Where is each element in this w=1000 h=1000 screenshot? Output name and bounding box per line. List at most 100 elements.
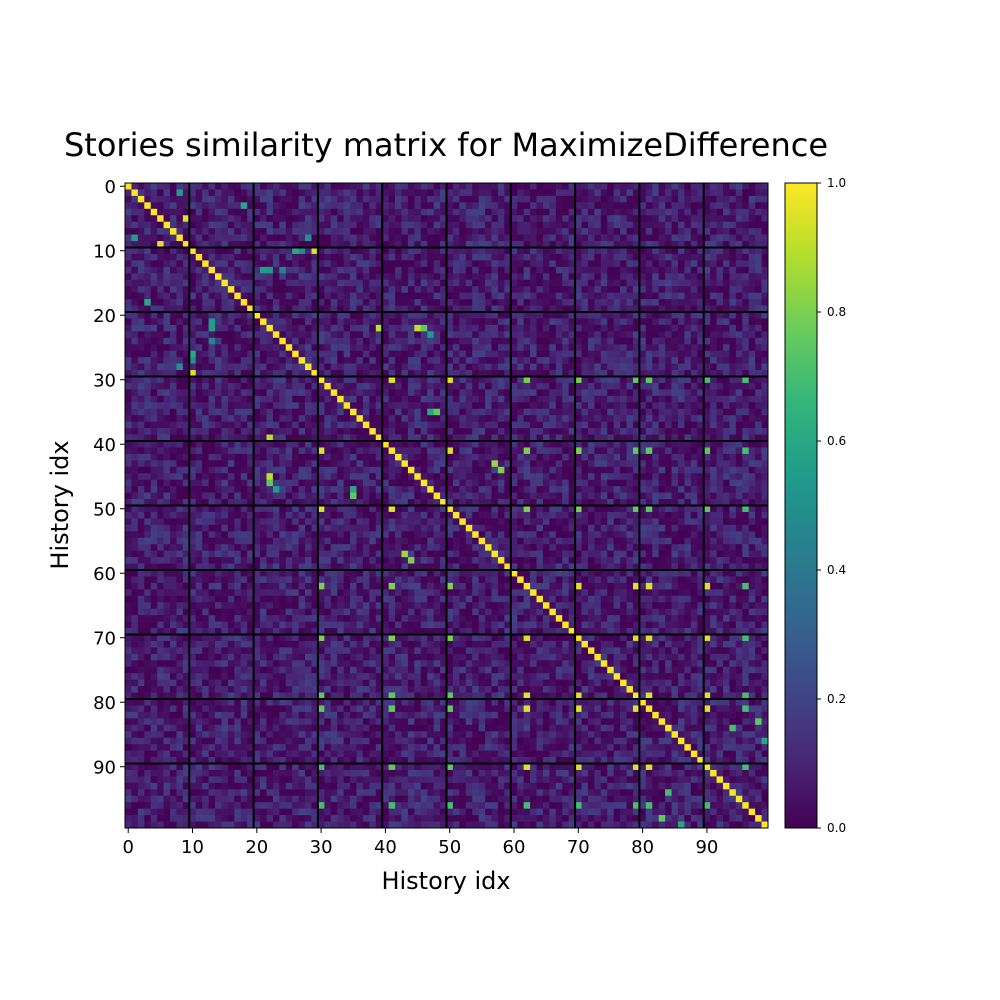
heatmap-cell xyxy=(594,376,602,384)
heatmap-cell xyxy=(581,453,589,461)
heatmap-cell xyxy=(298,312,306,319)
heatmap-cell xyxy=(755,428,762,435)
heatmap-cell xyxy=(459,434,467,442)
heatmap-cell xyxy=(446,415,454,422)
heatmap-cell xyxy=(234,363,242,371)
heatmap-cell xyxy=(523,402,531,410)
heatmap-cell xyxy=(137,292,145,300)
heatmap-cell xyxy=(253,228,261,235)
heatmap-cell xyxy=(620,466,627,474)
heatmap-cell xyxy=(298,421,306,429)
heatmap-cell xyxy=(568,312,576,319)
heatmap-cell xyxy=(362,492,370,500)
heatmap-cell xyxy=(710,389,717,397)
heatmap-cell xyxy=(697,350,705,358)
heatmap-cell xyxy=(517,221,525,229)
heatmap-cell xyxy=(504,466,512,474)
heatmap-cell xyxy=(292,344,299,352)
heatmap-cell xyxy=(440,408,447,416)
heatmap-cell xyxy=(555,221,563,229)
heatmap-cell xyxy=(382,370,389,377)
heatmap-cell xyxy=(285,286,293,293)
heatmap-cell xyxy=(632,234,640,242)
heatmap-cell xyxy=(755,434,762,442)
heatmap-cell xyxy=(491,208,499,216)
heatmap-cell xyxy=(600,466,608,474)
heatmap-cell xyxy=(195,382,203,390)
heatmap-cell xyxy=(446,357,454,364)
heatmap-cell xyxy=(208,434,216,442)
heatmap-cell xyxy=(677,305,685,313)
heatmap-cell xyxy=(632,279,640,287)
heatmap-cell xyxy=(285,337,293,345)
heatmap-cell xyxy=(395,447,402,455)
heatmap-cell xyxy=(581,234,589,242)
heatmap-cell xyxy=(215,228,222,235)
heatmap-cell xyxy=(189,189,197,197)
heatmap-cell xyxy=(594,466,602,474)
heatmap-cell xyxy=(202,408,209,416)
heatmap-cell xyxy=(240,305,248,313)
heatmap-cell xyxy=(632,466,640,474)
heatmap-cell xyxy=(433,382,441,390)
heatmap-cell xyxy=(176,421,184,429)
heatmap-cell xyxy=(356,292,364,300)
heatmap-cell xyxy=(504,266,512,274)
heatmap-cell xyxy=(176,331,184,339)
heatmap-cell xyxy=(652,266,660,274)
heatmap-cell xyxy=(639,215,647,223)
heatmap-cell xyxy=(150,324,158,332)
heatmap-cell xyxy=(440,195,447,203)
heatmap-cell xyxy=(195,247,203,255)
heatmap-cell xyxy=(761,312,769,319)
heatmap-cell xyxy=(356,453,364,461)
heatmap-cell xyxy=(517,415,525,422)
heatmap-cell xyxy=(575,266,582,274)
heatmap-cell xyxy=(234,460,242,468)
heatmap-cell xyxy=(652,441,660,448)
heatmap-cell xyxy=(317,260,325,268)
heatmap-cell xyxy=(433,253,441,261)
heatmap-cell xyxy=(755,331,762,339)
heatmap-cell xyxy=(517,305,525,313)
heatmap-cell xyxy=(375,266,383,274)
heatmap-cell xyxy=(401,305,409,313)
heatmap-cell xyxy=(542,441,550,448)
heatmap-cell xyxy=(562,260,570,268)
heatmap-cell xyxy=(536,266,544,274)
heatmap-cell xyxy=(703,376,711,384)
heatmap-cell xyxy=(330,344,338,352)
heatmap-cell xyxy=(729,350,737,358)
heatmap-cell xyxy=(170,247,177,255)
heatmap-cell xyxy=(446,441,454,448)
heatmap-cell xyxy=(530,318,537,326)
heatmap-cell xyxy=(671,363,679,371)
heatmap-cell xyxy=(305,221,312,229)
heatmap-cell xyxy=(665,344,672,352)
heatmap-cell xyxy=(748,202,756,210)
heatmap-cell xyxy=(362,447,370,455)
heatmap-cell xyxy=(459,286,467,293)
heatmap-cell xyxy=(607,473,615,481)
heatmap-cell xyxy=(594,421,602,429)
heatmap-cell xyxy=(735,273,743,281)
heatmap-cell xyxy=(266,447,274,455)
heatmap-cell xyxy=(356,279,364,287)
heatmap-cell xyxy=(343,382,351,390)
heatmap-cell xyxy=(510,215,518,223)
heatmap-cell xyxy=(189,357,197,364)
heatmap-cell xyxy=(221,492,229,500)
heatmap-cell xyxy=(137,221,145,229)
heatmap-cell xyxy=(350,395,357,403)
heatmap-cell xyxy=(125,389,132,397)
heatmap-cell xyxy=(562,415,570,422)
heatmap-cell xyxy=(703,286,711,293)
heatmap-cell xyxy=(350,286,357,293)
heatmap-cell xyxy=(729,215,737,223)
heatmap-cell xyxy=(697,189,705,197)
heatmap-cell xyxy=(182,208,190,216)
heatmap-cell xyxy=(697,492,705,500)
heatmap-cell xyxy=(144,324,152,332)
heatmap-cell xyxy=(407,499,415,506)
